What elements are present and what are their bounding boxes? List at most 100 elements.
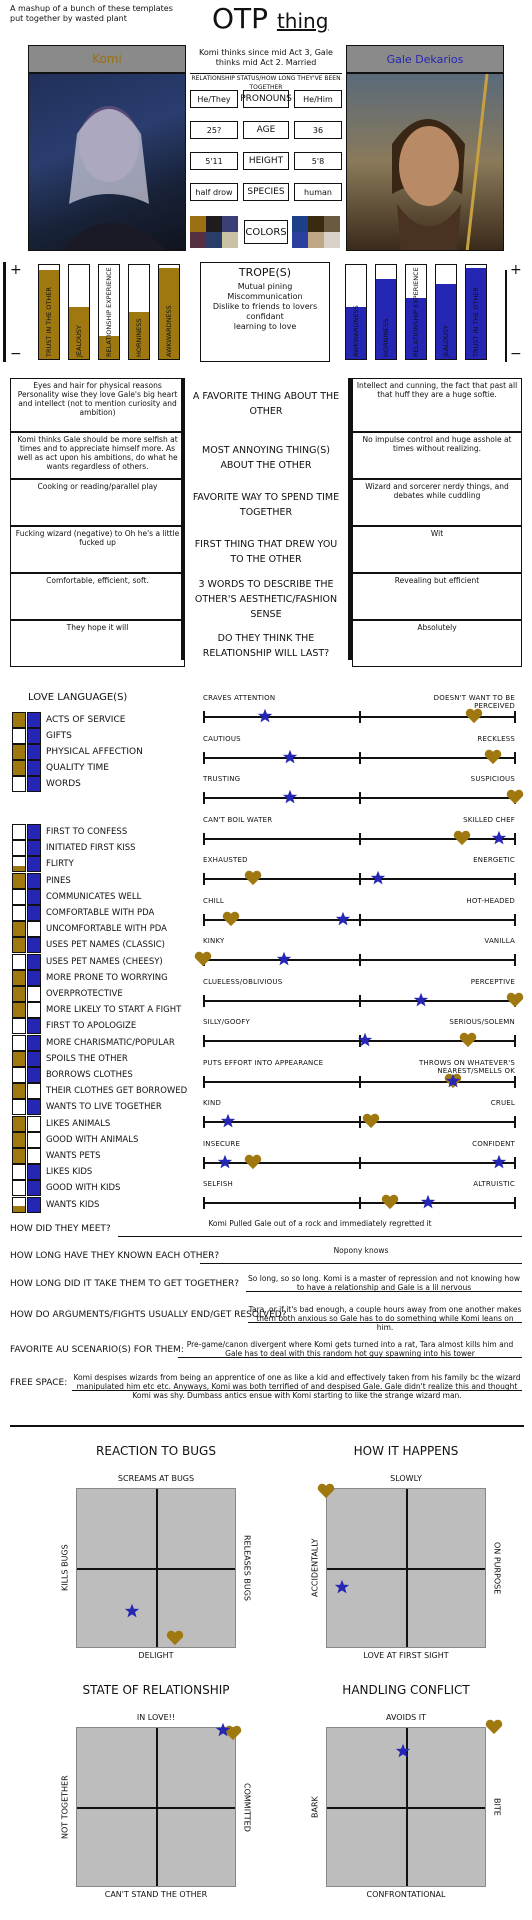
bar-0: AWKWARDNESS — [345, 264, 367, 360]
trait-label-23: WANTS KIDS — [46, 1199, 100, 1210]
trait-right-17 — [27, 1099, 41, 1116]
chart-top-label-1: SLOWLY — [390, 1474, 422, 1483]
trait-fill — [13, 1051, 25, 1066]
slider-tick — [514, 1197, 516, 1209]
relationship-label: RELATIONSHIP STATUS/HOW LONG THEY'VE BEE… — [190, 73, 342, 91]
trait-right-7 — [27, 937, 41, 954]
trait-left-19 — [12, 1131, 26, 1148]
trait-fill — [13, 1116, 25, 1131]
slider-tick — [203, 994, 205, 1007]
slider-right-label-9: THROWS ON WHATEVER'S NEAREST/SMELLS OK — [418, 1058, 515, 1075]
trait-left-10 — [12, 986, 26, 1002]
colors-left — [190, 216, 240, 248]
qa-left-2: Cooking or reading/parallel play — [10, 479, 185, 526]
qa-question-0: A FAVORITE THING ABOUT THE OTHER — [192, 391, 340, 417]
color-swatch — [222, 216, 238, 232]
trait-label-17: WANTS TO LIVE TOGETHER — [46, 1102, 162, 1113]
credit-author: put together by wasted plant — [10, 14, 127, 23]
bar-fill — [406, 297, 426, 359]
slider-star-2-11 — [491, 1154, 507, 1174]
trait-left-22 — [12, 1180, 26, 1197]
chart-star-3 — [395, 1743, 411, 1763]
slider-tick — [359, 1035, 361, 1047]
slider-heart-3 — [453, 830, 471, 850]
slider-tick — [359, 792, 361, 804]
chart-title-1: HOW IT HAPPENS — [353, 1444, 459, 1458]
slider-right-label-6: VANILLA — [484, 937, 515, 945]
trait-left-12 — [12, 1018, 26, 1035]
slider-star-7 — [413, 992, 429, 1012]
trait-label-21: LIKES KIDS — [46, 1167, 93, 1178]
slider-tick — [203, 711, 205, 723]
chart-heart-1 — [317, 1483, 335, 1503]
trope-item: confidant — [246, 312, 284, 321]
credit-line: A mashup of a bunch of these templates p… — [10, 4, 200, 24]
slider-right-label-1: RECKLESS — [477, 734, 515, 743]
trait-right-4 — [27, 888, 41, 905]
qa-right-4: Revealing but efficient — [352, 573, 522, 620]
colors-right — [292, 216, 342, 248]
trait-fill — [13, 987, 25, 1001]
slider-star-0 — [257, 708, 273, 728]
bar-1: JEALOUSY — [68, 264, 90, 360]
slider-tick — [203, 751, 205, 764]
slider-tick — [514, 1035, 516, 1047]
trait-right-14 — [27, 1050, 41, 1067]
chart-top-label-3: AVOIDS IT — [386, 1713, 426, 1722]
question-1: HOW LONG HAVE THEY KNOWN EACH OTHER? — [10, 1251, 220, 1261]
trait-label-1: INITIATED FIRST KISS — [46, 843, 136, 854]
trait-left-8 — [12, 953, 26, 970]
trait-label-10: OVERPROTECTIVE — [46, 989, 123, 999]
trait-label-20: WANTS PETS — [46, 1151, 101, 1161]
chart-left-label-3: BARK — [310, 1796, 320, 1818]
slider-tick — [359, 832, 361, 845]
slider-tick — [203, 1156, 205, 1169]
slider-star-5 — [335, 911, 351, 931]
slider-tick — [514, 913, 516, 926]
slider-heart-12 — [381, 1194, 399, 1214]
trait-fill — [28, 873, 40, 888]
right-portrait-figure — [392, 74, 489, 250]
trait-right-16 — [27, 1083, 41, 1100]
bar-label: TRUST IN THE OTHER — [472, 287, 480, 357]
trait-left-21 — [12, 1164, 26, 1181]
trait-label-15: BORROWS CLOTHES — [46, 1070, 133, 1080]
chart-right-label-1: ON PURPOSE — [492, 1541, 502, 1595]
stat-left-2: 5'11 — [190, 152, 238, 170]
slider-tick — [514, 832, 516, 845]
color-swatch — [308, 216, 324, 232]
slider-right-label-5: HOT-HEADED — [466, 896, 515, 905]
bar-fill — [376, 279, 396, 359]
love-lang-label-3: QUALITY TIME — [46, 763, 109, 773]
slider-tick — [514, 751, 516, 764]
trait-label-22: GOOD WITH KIDS — [46, 1183, 121, 1194]
trait-label-7: USES PET NAMES (CLASSIC) — [46, 940, 165, 951]
color-swatch — [324, 216, 340, 232]
answer-4: Pre-game/canon divergent where Komi gets… — [186, 1340, 514, 1358]
bar-4: TRUST IN THE OTHER — [465, 264, 487, 360]
slider-star-11 — [217, 1154, 233, 1174]
love-lang-left-0 — [12, 712, 26, 728]
trait-right-3 — [27, 872, 41, 889]
chart-title-2: STATE OF RELATIONSHIP — [82, 1683, 230, 1697]
color-swatch — [292, 232, 308, 248]
slider-star-10 — [220, 1113, 236, 1133]
slider-star-8 — [357, 1032, 373, 1052]
qa-question-3: FIRST THING THAT DREW YOU TO THE OTHER — [194, 539, 338, 565]
trait-right-21 — [27, 1164, 41, 1181]
bar-fill — [466, 267, 486, 359]
trait-fill — [13, 938, 25, 953]
love-lang-left-4 — [12, 776, 26, 792]
qa-question-1: MOST ANNOYING THING(S) ABOUT THE OTHER — [202, 445, 330, 471]
trait-right-22 — [27, 1180, 41, 1197]
minus-right: − — [510, 346, 522, 362]
chart-bottom-label-0: DELIGHT — [138, 1651, 174, 1660]
slider-left-label-8: SILLY/GOOFY — [203, 1018, 250, 1026]
title-sub: thing — [276, 9, 329, 33]
chart-bottom-label-2: CAN'T STAND THE OTHER — [104, 1890, 208, 1899]
qa-right-0: Intellect and cunning, the fact that pas… — [352, 378, 522, 432]
trait-fill — [28, 889, 40, 904]
slider-right-label-4: ENERGETIC — [473, 856, 515, 864]
bar-fill — [129, 312, 149, 359]
trait-fill — [13, 1132, 25, 1147]
